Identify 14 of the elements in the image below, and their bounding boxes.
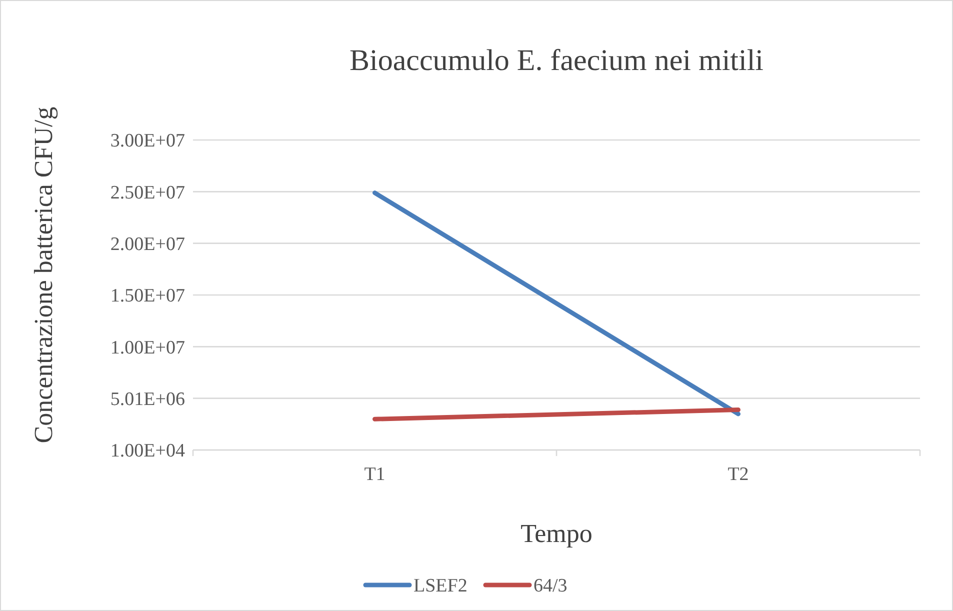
- y-tick-label: 1.50E+07: [110, 286, 185, 307]
- x-tick-label: T1: [364, 464, 386, 485]
- y-tick-label: 2.00E+07: [110, 234, 185, 255]
- y-tick-label: 5.01E+06: [110, 388, 185, 410]
- y-axis-title: Concentrazione batterica CFU/g: [29, 106, 58, 444]
- chart-title: Bioaccumulo E. faecium nei mitili: [349, 44, 764, 77]
- x-axis-title: Tempo: [520, 519, 592, 548]
- legend-label: 64/3: [534, 576, 568, 597]
- y-tick-label: 3.00E+07: [110, 130, 185, 152]
- x-tick-label: T2: [728, 464, 749, 485]
- y-tick-label: 2.50E+07: [110, 182, 185, 204]
- y-tick-label: 1.00E+04: [110, 440, 186, 462]
- y-tick-label: 1.00E+07: [110, 337, 185, 358]
- legend-label: LSEF2: [414, 576, 468, 597]
